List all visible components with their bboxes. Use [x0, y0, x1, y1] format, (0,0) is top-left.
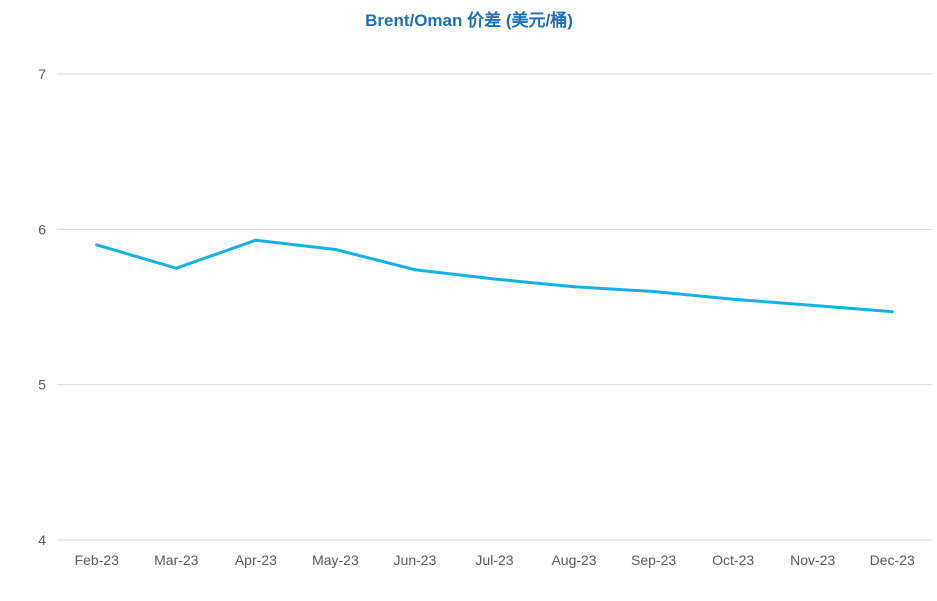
y-tick-label: 7 [38, 66, 46, 82]
data-point [254, 238, 258, 242]
data-point [95, 243, 99, 247]
y-axis-ticks: 4 5 6 7 [38, 66, 46, 548]
x-tick-label: Nov-23 [790, 552, 835, 568]
grid-lines [57, 73, 932, 541]
x-tick-label: Aug-23 [551, 552, 596, 568]
data-point [890, 310, 894, 314]
x-tick-label: Jul-23 [475, 552, 513, 568]
data-point [413, 268, 417, 272]
y-tick-label: 6 [38, 221, 46, 237]
data-point [174, 266, 178, 270]
x-tick-label: Dec-23 [870, 552, 915, 568]
y-tick-label: 5 [38, 377, 46, 393]
y-tick-label: 4 [38, 532, 46, 548]
data-point [731, 297, 735, 301]
data-point [652, 289, 656, 293]
data-point [333, 248, 337, 252]
x-axis-ticks: Feb-23 Mar-23 Apr-23 May-23 Jun-23 Jul-23 Aug-… [75, 552, 915, 568]
data-point [493, 277, 496, 281]
x-tick-label: Oct-23 [712, 552, 754, 568]
x-tick-label: Apr-23 [235, 552, 277, 568]
x-tick-label: Mar-23 [154, 552, 199, 568]
data-point [811, 303, 815, 307]
data-point [572, 285, 576, 289]
x-tick-label: Jun-23 [394, 552, 437, 568]
x-tick-label: Sep-23 [631, 552, 676, 568]
x-tick-label: Feb-23 [75, 552, 120, 568]
chart-title: Brent/Oman 价差 (美元/桶) [365, 10, 573, 30]
x-tick-label: May-23 [312, 552, 359, 568]
series-layer [95, 238, 894, 314]
series-line [95, 238, 894, 314]
